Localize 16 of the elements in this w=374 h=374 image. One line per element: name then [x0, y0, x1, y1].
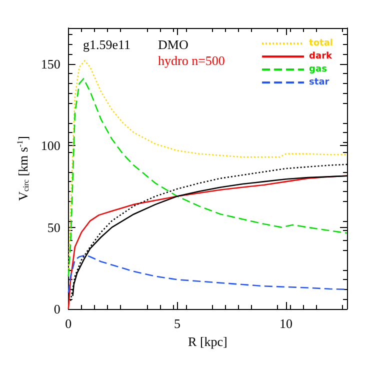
legend-label: total [309, 38, 334, 48]
y-tick-label: 150 [40, 56, 60, 72]
x-tick-label: 0 [65, 316, 72, 331]
x-tick-label: 10 [280, 316, 293, 331]
annotation: g1.59e11 [83, 37, 131, 52]
annotation: hydro n=500 [158, 53, 225, 68]
y-tick-label: 100 [40, 138, 60, 154]
legend-label: gas [309, 64, 327, 74]
y-tick-label: 0 [54, 302, 60, 316]
y-tick-label: 50 [47, 220, 60, 235]
y-axis-title: Vcirc [km s-1] [16, 136, 30, 201]
legend-label: star [309, 78, 330, 88]
legend-label: dark [309, 52, 334, 62]
annotation: DMO [158, 37, 188, 52]
x-tick-label: 5 [174, 316, 180, 331]
x-axis-title: R [kpc] [188, 334, 228, 349]
